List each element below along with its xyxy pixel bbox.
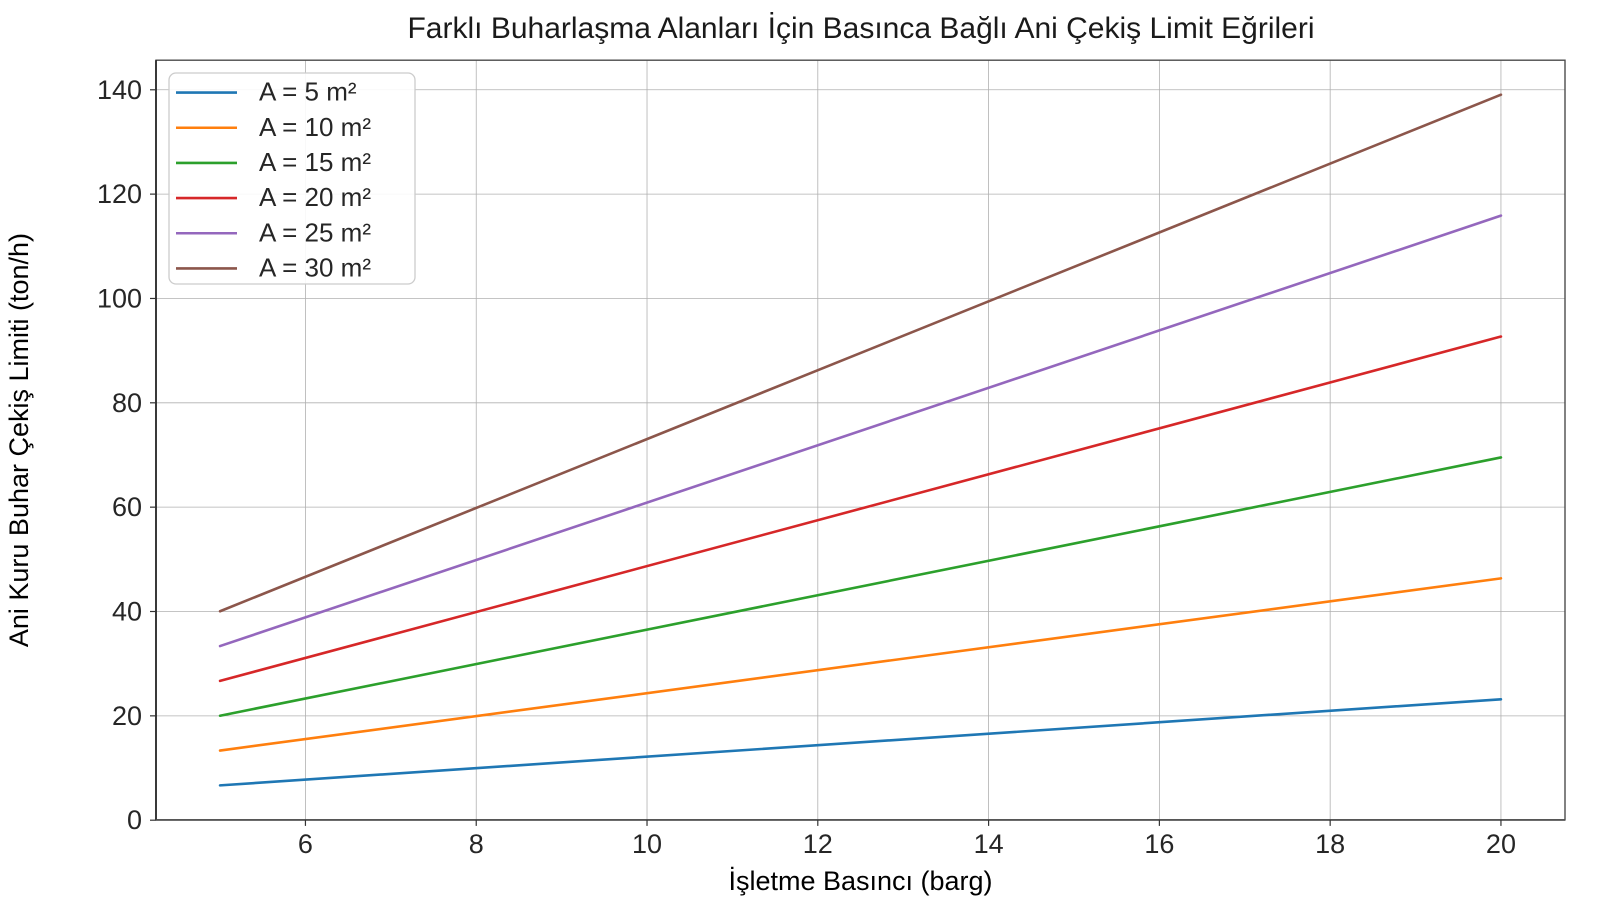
svg-text:10: 10 bbox=[632, 829, 662, 859]
svg-text:120: 120 bbox=[97, 179, 142, 209]
svg-text:A = 30 m²: A = 30 m² bbox=[259, 252, 371, 282]
svg-text:40: 40 bbox=[112, 597, 142, 627]
svg-text:A = 25 m²: A = 25 m² bbox=[259, 217, 371, 247]
svg-text:16: 16 bbox=[1144, 829, 1174, 859]
svg-text:A = 5 m²: A = 5 m² bbox=[259, 77, 357, 107]
svg-text:140: 140 bbox=[97, 75, 142, 105]
svg-text:12: 12 bbox=[803, 829, 833, 859]
svg-text:100: 100 bbox=[97, 283, 142, 313]
svg-text:Ani Kuru Buhar Çekiş Limiti (t: Ani Kuru Buhar Çekiş Limiti (ton/h) bbox=[4, 233, 34, 647]
svg-text:0: 0 bbox=[127, 805, 142, 835]
svg-text:İşletme Basıncı (barg): İşletme Basıncı (barg) bbox=[728, 865, 992, 896]
svg-text:8: 8 bbox=[469, 829, 484, 859]
svg-text:14: 14 bbox=[974, 829, 1004, 859]
svg-text:A = 15 m²: A = 15 m² bbox=[259, 147, 371, 177]
svg-text:A = 20 m²: A = 20 m² bbox=[259, 182, 371, 212]
svg-text:6: 6 bbox=[298, 829, 313, 859]
svg-text:20: 20 bbox=[1486, 829, 1516, 859]
svg-text:20: 20 bbox=[112, 701, 142, 731]
svg-text:A = 10 m²: A = 10 m² bbox=[259, 112, 371, 142]
svg-text:60: 60 bbox=[112, 492, 142, 522]
svg-text:80: 80 bbox=[112, 388, 142, 418]
svg-text:18: 18 bbox=[1315, 829, 1345, 859]
svg-text:Farklı Buharlaşma Alanları İçi: Farklı Buharlaşma Alanları İçin Basınca … bbox=[407, 12, 1314, 45]
